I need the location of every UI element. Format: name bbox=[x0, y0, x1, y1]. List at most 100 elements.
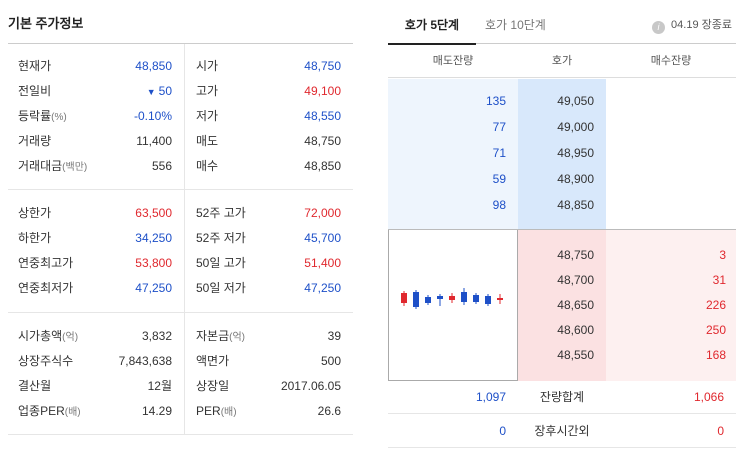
bid-qty: 168 bbox=[705, 348, 726, 362]
ask-price: 49,000 bbox=[557, 120, 594, 134]
tab-5-level[interactable]: 호가 5단계 bbox=[388, 0, 476, 45]
info-label: 시가 bbox=[196, 59, 219, 73]
info-value: 49,100 bbox=[304, 84, 341, 98]
info-row: 상한가 63,500 52주 고가 72,000 bbox=[8, 201, 353, 226]
info-icon[interactable]: i bbox=[652, 21, 666, 34]
bid-qty: 250 bbox=[705, 323, 726, 337]
bid-row[interactable]: 48,750 3 bbox=[388, 242, 736, 268]
info-label: 전일비 bbox=[18, 84, 52, 98]
info-label: 연중최저가 bbox=[18, 281, 74, 295]
info-value: 7,843,638 bbox=[118, 354, 172, 368]
bid-qty: 31 bbox=[712, 273, 726, 287]
info-row: 시가총액(억) 3,832 자본금(억) 39 bbox=[8, 324, 353, 349]
info-value: 63,500 bbox=[135, 206, 172, 220]
bid-row[interactable]: 48,600 250 bbox=[388, 317, 736, 343]
info-label: 거래량 bbox=[18, 134, 52, 148]
info-label: 자본금(억) bbox=[196, 329, 245, 343]
info-value: 48,750 bbox=[304, 59, 341, 73]
mini-candle-chart bbox=[388, 230, 518, 381]
ask-row[interactable]: 71 48,950 bbox=[388, 140, 736, 166]
info-value: 48,850 bbox=[135, 59, 172, 73]
info-value: 47,250 bbox=[304, 281, 341, 295]
total-bid: 0 bbox=[717, 424, 724, 438]
info-value: 26.6 bbox=[317, 404, 341, 418]
market-status-text: 04.19 장종료 bbox=[671, 19, 732, 31]
order-book-panel: 호가 5단계 호가 10단계 i 04.19 장종료 매도잔량 호가 매수잔량 1… bbox=[388, 0, 736, 448]
info-label: PER(배) bbox=[196, 404, 237, 418]
price-info-block: 현재가 48,850 시가 48,750 전일비 ▼ 50 고가 49,100 등락률(%) -0.… bbox=[8, 44, 353, 190]
bid-row[interactable]: 48,550 168 bbox=[388, 342, 736, 368]
total-bid: 1,066 bbox=[693, 390, 724, 404]
info-label: 상한가 bbox=[18, 206, 52, 220]
ask-row[interactable]: 77 49,000 bbox=[388, 114, 736, 140]
info-label: 업종PER(배) bbox=[18, 404, 81, 418]
order-book-header: 매도잔량 호가 매수잔량 bbox=[388, 44, 736, 78]
info-row: 현재가 48,850 시가 48,750 bbox=[8, 54, 353, 79]
info-label: 50일 고가 bbox=[196, 256, 246, 270]
candle-6 bbox=[461, 288, 467, 305]
candle-chart-svg bbox=[401, 288, 503, 309]
info-value: 39 bbox=[327, 329, 341, 343]
info-value: 48,550 bbox=[304, 109, 341, 123]
ask-price: 48,950 bbox=[557, 146, 594, 160]
ask-price: 48,850 bbox=[557, 198, 594, 212]
candle-8 bbox=[485, 294, 491, 306]
candle-1 bbox=[401, 291, 407, 306]
info-label: 상장일 bbox=[196, 379, 230, 393]
ask-row[interactable]: 135 49,050 bbox=[388, 88, 736, 114]
info-label: 현재가 bbox=[18, 59, 52, 73]
info-value: 48,850 bbox=[304, 159, 341, 173]
ask-qty: 59 bbox=[492, 172, 506, 186]
candle-4 bbox=[437, 294, 443, 306]
total-row: 0 장후시간외 0 bbox=[388, 414, 736, 448]
info-value: 2017.06.05 bbox=[280, 379, 341, 393]
bid-price: 48,550 bbox=[557, 348, 594, 362]
info-value: 11,400 bbox=[136, 134, 172, 148]
company-info-block: 시가총액(억) 3,832 자본금(억) 39 상장주식수 7,843,638 액면가 500… bbox=[8, 313, 353, 435]
info-row: 거래량 11,400 매도 48,750 bbox=[8, 129, 353, 154]
info-label: 액면가 bbox=[196, 354, 230, 368]
info-value: 72,000 bbox=[304, 206, 341, 220]
order-book-tabs: 호가 5단계 호가 10단계 i 04.19 장종료 bbox=[388, 0, 736, 45]
info-value: 48,750 bbox=[304, 134, 341, 148]
total-label: 장후시간외 bbox=[534, 424, 590, 438]
info-row: 연중최고가 53,800 50일 고가 51,400 bbox=[8, 251, 353, 276]
tab-10-level[interactable]: 호가 10단계 bbox=[485, 18, 546, 32]
bid-price: 48,750 bbox=[557, 248, 594, 262]
ask-row[interactable]: 98 48,850 bbox=[388, 192, 736, 218]
info-label: 하한가 bbox=[18, 231, 52, 245]
info-value: 12월 bbox=[147, 379, 172, 393]
info-row: 상장주식수 7,843,638 액면가 500 bbox=[8, 349, 353, 374]
info-label: 상장주식수 bbox=[18, 354, 74, 368]
market-status: i 04.19 장종료 bbox=[652, 0, 732, 50]
header-bid-qty: 매수잔량 bbox=[650, 55, 692, 67]
header-price: 호가 bbox=[551, 55, 573, 67]
ask-rows: 135 49,050 77 49,000 71 48,950 59 48,900 98 48,85… bbox=[388, 79, 736, 229]
info-value: 500 bbox=[320, 354, 341, 368]
info-value: 51,400 bbox=[304, 256, 341, 270]
info-label: 시가총액(억) bbox=[18, 329, 79, 343]
info-label: 고가 bbox=[196, 84, 219, 98]
panel-title: 기본 주가정보 bbox=[8, 0, 353, 44]
ask-row[interactable]: 59 48,900 bbox=[388, 166, 736, 192]
basic-stock-info-panel: 기본 주가정보 현재가 48,850 시가 48,750 전일비 ▼ 50 고가 49,100 등… bbox=[8, 0, 353, 435]
info-label: 52주 고가 bbox=[196, 206, 246, 220]
info-label: 결산월 bbox=[18, 379, 52, 393]
info-row: 업종PER(배) 14.29 PER(배) 26.6 bbox=[8, 399, 353, 424]
bid-row[interactable]: 48,700 31 bbox=[388, 267, 736, 293]
info-row: 연중최저가 47,250 50일 저가 47,250 bbox=[8, 276, 353, 301]
info-value: 34,250 bbox=[135, 231, 172, 245]
ask-price: 49,050 bbox=[557, 94, 594, 108]
candle-5 bbox=[449, 293, 455, 303]
order-book-totals: 1,097 잔량합계 1,066 0 장후시간외 0 bbox=[388, 380, 736, 448]
info-value: ▼ 50 bbox=[146, 84, 172, 98]
total-ask: 0 bbox=[499, 424, 506, 438]
ask-qty: 135 bbox=[485, 94, 506, 108]
candle-9 bbox=[497, 294, 503, 304]
total-row: 1,097 잔량합계 1,066 bbox=[388, 380, 736, 414]
range-info-block: 상한가 63,500 52주 고가 72,000 하한가 34,250 52주 저가 45,7… bbox=[8, 190, 353, 313]
info-value: 14.29 bbox=[141, 404, 172, 418]
bid-row[interactable]: 48,650 226 bbox=[388, 292, 736, 318]
info-label: 매수 bbox=[196, 159, 219, 173]
bid-price: 48,700 bbox=[557, 273, 594, 287]
